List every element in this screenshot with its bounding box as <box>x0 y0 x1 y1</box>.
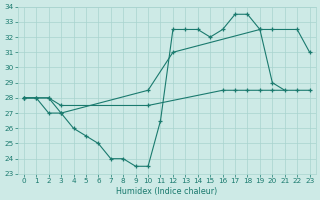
X-axis label: Humidex (Indice chaleur): Humidex (Indice chaleur) <box>116 187 217 196</box>
